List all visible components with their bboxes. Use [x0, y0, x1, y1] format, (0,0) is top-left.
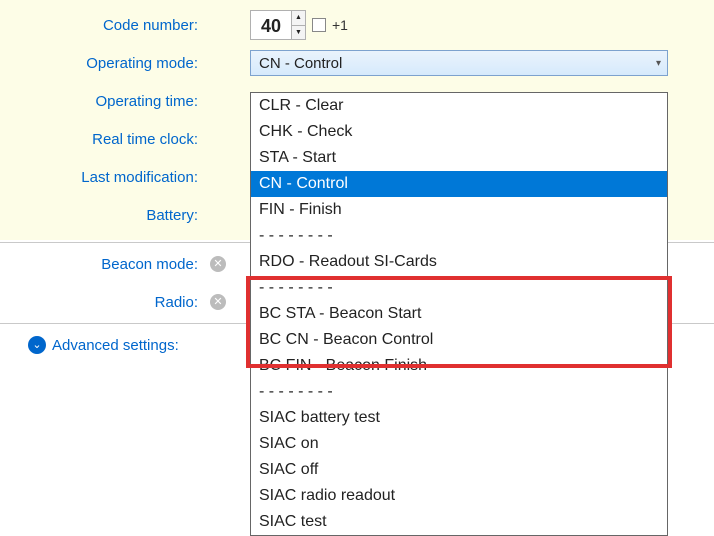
spinner-down-icon[interactable]: ▼ [292, 26, 305, 40]
operating-mode-selected: CN - Control [259, 55, 342, 72]
code-number-input[interactable]: 40 ▲ ▼ [250, 10, 306, 40]
operating-mode-option[interactable]: BC CN - Beacon Control [251, 327, 667, 353]
operating-mode-option[interactable]: SIAC off [251, 457, 667, 483]
operating-mode-option[interactable]: BC FIN - Beacon Finish [251, 353, 667, 379]
label-radio: Radio: [0, 294, 210, 311]
label-operating-mode: Operating mode: [0, 55, 210, 72]
label-last-modification: Last modification: [0, 169, 210, 186]
operating-mode-option[interactable]: - - - - - - - - [251, 223, 667, 249]
operating-mode-option[interactable]: SIAC battery test [251, 405, 667, 431]
operating-mode-option[interactable]: SIAC radio readout [251, 483, 667, 509]
plus1-label: +1 [332, 17, 348, 33]
operating-mode-option[interactable]: CLR - Clear [251, 93, 667, 119]
label-advanced-settings: Advanced settings: [52, 337, 179, 354]
row-code-number: Code number: 40 ▲ ▼ +1 [0, 6, 714, 44]
operating-mode-dropdown[interactable]: CN - Control ▾ [250, 50, 668, 76]
clear-radio-icon[interactable]: ✕ [210, 294, 226, 310]
row-operating-mode: Operating mode: CN - Control ▾ [0, 44, 714, 82]
expand-advanced-icon[interactable]: ⌄ [28, 336, 46, 354]
operating-mode-option-list[interactable]: CLR - ClearCHK - CheckSTA - StartCN - Co… [250, 92, 668, 536]
plus1-checkbox[interactable] [312, 18, 326, 32]
label-real-time-clock: Real time clock: [0, 131, 210, 148]
operating-mode-option[interactable]: RDO - Readout SI-Cards [251, 249, 667, 275]
label-operating-time: Operating time: [0, 93, 210, 110]
spinner-up-icon[interactable]: ▲ [292, 11, 305, 26]
operating-mode-option[interactable]: SIAC on [251, 431, 667, 457]
operating-mode-option[interactable]: CHK - Check [251, 119, 667, 145]
chevron-down-icon: ▾ [656, 58, 661, 69]
code-number-value: 40 [251, 11, 291, 39]
operating-mode-option[interactable]: FIN - Finish [251, 197, 667, 223]
code-number-spinner[interactable]: ▲ ▼ [291, 11, 305, 39]
label-beacon-mode: Beacon mode: [0, 256, 210, 273]
operating-mode-option[interactable]: CN - Control [251, 171, 667, 197]
operating-mode-option[interactable]: STA - Start [251, 145, 667, 171]
operating-mode-option[interactable]: - - - - - - - - [251, 379, 667, 405]
clear-beacon-icon[interactable]: ✕ [210, 256, 226, 272]
operating-mode-option[interactable]: BC STA - Beacon Start [251, 301, 667, 327]
operating-mode-option[interactable]: SIAC test [251, 509, 667, 535]
operating-mode-option[interactable]: - - - - - - - - [251, 275, 667, 301]
label-battery: Battery: [0, 207, 210, 224]
label-code-number: Code number: [0, 17, 210, 34]
